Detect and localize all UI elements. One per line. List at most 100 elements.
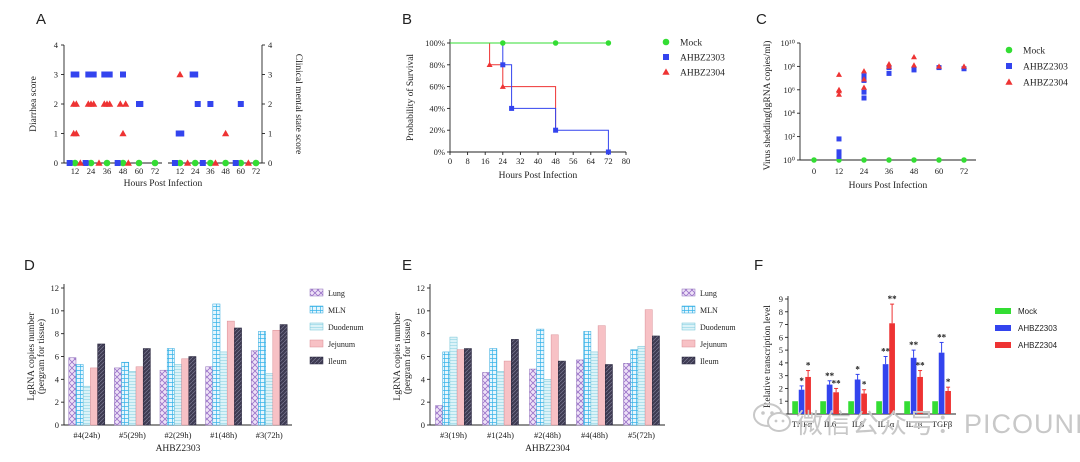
y-tick-label: 40% [429,103,445,113]
mental-state-point [191,159,199,167]
diarrhea-point [120,71,126,78]
survival-marker [499,83,506,89]
bar-mln [121,361,130,426]
x-axis-title: Hours Post Infection [499,170,578,181]
legend-swatch [681,356,696,365]
bar-ahbz2303 [854,379,861,414]
bar-jejunum [597,325,606,426]
x-axis-title: Hours Post Infection [124,178,203,189]
y-tick-label: 2 [779,383,783,393]
bar-jejunum [550,334,559,426]
legend-label: AHBZ2304 [680,69,725,79]
bar-duodenum [82,385,91,426]
y-axis-title: LgRNA copies number [393,312,403,401]
legend-label: Ileum [328,357,347,366]
bar-duodenum [496,371,505,426]
bar-ahbz2304 [805,376,811,414]
x-tick-label: 24 [191,166,200,176]
legend-label: Lung [328,289,345,298]
x-tick-label: 16 [481,156,490,166]
chart-f-svg: F0123456789**TNFα****IL6**IL8****IL1α***… [754,257,1058,429]
y-tick-label: 10 [417,306,426,316]
survival-marker [553,127,559,133]
shedding-point [936,157,942,163]
bar-ileum [464,348,472,426]
y-tick-label: 3 [54,70,58,80]
y-tick-label: 12 [51,283,60,293]
legend-label: AHBZ2303 [1023,63,1068,73]
survival-marker [605,40,612,46]
diarrhea-point [73,71,80,78]
x-tick-label: IL1α [878,419,895,429]
legend-swatch [681,305,696,314]
chart-e-svg: E 0 2 4 6 8 10 12 #3(19h) #1(24h) #2(48h) #4(48h) #5… [393,257,736,454]
panel-f: F0123456789**TNFα****IL6**IL8****IL1α***… [748,242,1080,462]
x-tick-label: 12 [835,166,844,176]
panel-label: E [402,257,412,274]
bar-ileum [234,327,242,426]
x-tick-label: IL8 [852,419,864,429]
y-tick-label: 8 [421,329,425,339]
x-tick-label: IL1β [906,419,923,429]
y-tick-label: 5 [779,345,783,355]
panel-a: A 0 0 1 1 2 2 3 3 4 4 12 12 24 24 36 36 48 48 60 60 72 72 Hours… [0,0,330,200]
bar-mock [792,401,798,414]
mental-state-point [232,160,239,166]
legend-marker [662,68,670,75]
y-tick-label: 0 [55,420,59,430]
x-tick-label: 12 [71,166,80,176]
x-tick-label: 48 [551,156,560,166]
panel-label: B [402,11,412,28]
diarrhea-point [135,159,143,167]
legend-label: AHBZ2304 [1018,341,1058,350]
shedding-point [961,66,967,72]
x-tick-label: 32 [516,156,525,166]
y-tick-label: 4 [54,40,59,50]
diarrhea-point [124,159,132,166]
x-tick-label: 72 [252,166,261,176]
y-tick-label: 2 [54,99,58,109]
bar-ahbz2303 [798,389,805,414]
bar-lung [159,369,168,426]
significance-mark: * [946,377,951,387]
diarrhea-point [90,71,97,78]
wechat-logo-icon [753,403,791,432]
legend-label: AHBZ2303 [680,54,725,64]
x-tick-label: #2(29h) [165,430,192,440]
x-tick-label: 36 [885,166,894,176]
x-tick-label: #5(72h) [628,430,655,440]
mental-state-point [207,159,214,167]
y-tick-label: 8 [55,329,59,339]
x-tick-label: 36 [206,166,215,176]
x-tick-label: 0 [812,166,816,176]
mental-state-point [171,160,178,166]
shedding-point [836,149,842,155]
legend-label: Mock [1018,307,1038,316]
y-tick-label-right: 2 [268,99,272,109]
y-tick-label: 80% [429,60,445,70]
legend-marker [1005,46,1013,54]
x-tick-label: #1(24h) [487,430,514,440]
legend-label: Jejunum [700,340,728,349]
legend-swatch [681,339,696,348]
mental-state-point [222,129,230,137]
shedding-point [961,157,967,163]
x-tick-label: #5(29h) [119,430,146,440]
x-tick-label: 60 [135,166,144,176]
legend-label: Ileum [700,357,719,366]
diarrhea-point [137,101,144,107]
x-tick-label: 60 [935,166,944,176]
panel-label: C [756,11,767,28]
x-tick-label: #2(48h) [534,430,561,440]
diarrhea-point [71,159,79,167]
mental-state-point [207,101,214,107]
x-tick-label: #3(72h) [256,430,283,440]
y-tick-label: 4 [421,374,426,384]
x-axis-title: AHBZ2304 [525,444,570,454]
bar-lung [576,359,584,426]
significance-mark: ** [937,332,947,342]
watermark-text: 微信公众号：PICOUNI [796,409,1080,439]
bar-lung [68,357,77,426]
legend-marker [663,54,669,60]
shedding-point [861,73,867,79]
